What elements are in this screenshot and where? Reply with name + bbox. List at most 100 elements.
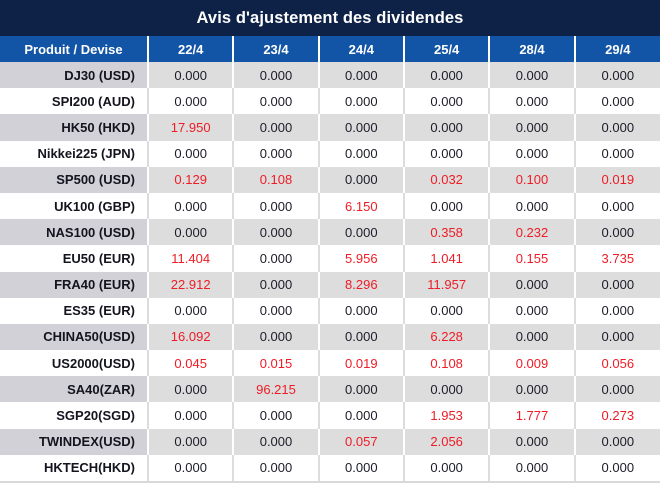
- value-cell: 16.092: [146, 323, 234, 351]
- value-cell: 6.150: [317, 192, 404, 220]
- value-cell: 0.000: [402, 192, 490, 220]
- product-cell: ES35 (EUR): [0, 297, 148, 324]
- value-cell: 2.056: [402, 428, 490, 455]
- value-cell: 0.045: [146, 350, 234, 377]
- value-cell: 8.296: [317, 271, 404, 298]
- value-cell: 0.000: [402, 140, 490, 167]
- value-cell: 0.000: [232, 140, 319, 167]
- value-cell: 0.000: [317, 62, 404, 89]
- table-header: Produit / Devise 22/4 23/4 24/4 25/4 28/…: [0, 36, 660, 62]
- value-cell: 0.019: [573, 166, 660, 193]
- value-cell: 0.000: [232, 114, 319, 141]
- product-cell: DJ30 (USD): [0, 62, 148, 89]
- table-row: NAS100 (USD) 0.000 0.000 0.000 0.358 0.232 0.0…: [0, 219, 660, 246]
- value-cell: 0.000: [146, 140, 234, 167]
- value-cell: 0.000: [488, 323, 575, 351]
- value-cell: 0.000: [146, 62, 234, 89]
- value-cell: 0.015: [232, 350, 319, 377]
- value-cell: 0.155: [488, 245, 575, 272]
- product-cell: SP500 (USD): [0, 166, 148, 193]
- table-row: HK50 (HKD) 17.950 0.000 0.000 0.000 0.000 0.00…: [0, 114, 660, 141]
- product-cell: CHINA50(USD): [0, 323, 148, 351]
- value-cell: 0.000: [232, 271, 319, 298]
- product-cell: UK100 (GBP): [0, 192, 148, 220]
- value-cell: 0.000: [573, 271, 660, 298]
- value-cell: 0.000: [573, 88, 660, 115]
- value-cell: 0.000: [232, 402, 319, 429]
- product-cell: US2000(USD): [0, 350, 148, 377]
- value-cell: 0.000: [488, 428, 575, 455]
- table-row: UK100 (GBP) 0.000 0.000 6.150 0.000 0.000 0.00…: [0, 192, 660, 220]
- value-cell: 0.000: [146, 219, 234, 246]
- value-cell: 0.032: [402, 166, 490, 193]
- value-cell: 0.000: [488, 454, 575, 481]
- product-cell: SPI200 (AUD): [0, 88, 148, 115]
- value-cell: 0.000: [402, 297, 490, 324]
- value-cell: 11.957: [402, 271, 490, 298]
- value-cell: 0.000: [232, 454, 319, 481]
- value-cell: 0.000: [232, 297, 319, 324]
- value-cell: 0.000: [232, 192, 319, 220]
- value-cell: 0.000: [488, 140, 575, 167]
- value-cell: 0.000: [146, 428, 234, 455]
- product-cell: FRA40 (EUR): [0, 271, 148, 298]
- table-row: SP500 (USD) 0.129 0.108 0.000 0.032 0.100 0.01…: [0, 166, 660, 193]
- value-cell: 11.404: [146, 245, 234, 272]
- value-cell: 0.108: [402, 350, 490, 377]
- product-cell: SA40(ZAR): [0, 376, 148, 403]
- value-cell: 0.000: [573, 323, 660, 351]
- value-cell: 17.950: [146, 114, 234, 141]
- column-header-date-1: 22/4: [146, 36, 234, 62]
- product-cell: Nikkei225 (JPN): [0, 140, 148, 167]
- value-cell: 0.000: [573, 428, 660, 455]
- value-cell: 96.215: [232, 376, 319, 403]
- value-cell: 0.000: [488, 62, 575, 89]
- product-cell: NAS100 (USD): [0, 219, 148, 246]
- value-cell: 0.000: [317, 376, 404, 403]
- value-cell: 0.000: [573, 376, 660, 403]
- value-cell: 0.000: [317, 323, 404, 351]
- value-cell: 6.228: [402, 323, 490, 351]
- value-cell: 0.009: [488, 350, 575, 377]
- dividend-table: Produit / Devise 22/4 23/4 24/4 25/4 28/…: [0, 36, 660, 481]
- value-cell: 0.000: [232, 428, 319, 455]
- table-row: DJ30 (USD) 0.000 0.000 0.000 0.000 0.000 0.000: [0, 62, 660, 89]
- table-row: FRA40 (EUR) 22.912 0.000 8.296 11.957 0.000 0.…: [0, 271, 660, 298]
- value-cell: 0.000: [146, 297, 234, 324]
- value-cell: 0.000: [317, 454, 404, 481]
- value-cell: 0.100: [488, 166, 575, 193]
- value-cell: 0.000: [573, 192, 660, 220]
- value-cell: 0.129: [146, 166, 234, 193]
- value-cell: 0.000: [232, 219, 319, 246]
- column-header-product: Produit / Devise: [0, 36, 148, 62]
- value-cell: 0.358: [402, 219, 490, 246]
- value-cell: 0.056: [573, 350, 660, 377]
- value-cell: 0.000: [232, 62, 319, 89]
- value-cell: 0.057: [317, 428, 404, 455]
- value-cell: 0.000: [573, 140, 660, 167]
- value-cell: 0.000: [402, 114, 490, 141]
- value-cell: 0.000: [488, 88, 575, 115]
- value-cell: 5.956: [317, 245, 404, 272]
- product-cell: HKTECH(HKD): [0, 454, 148, 481]
- value-cell: 0.000: [488, 192, 575, 220]
- header-row: Produit / Devise 22/4 23/4 24/4 25/4 28/…: [0, 36, 660, 62]
- value-cell: 22.912: [146, 271, 234, 298]
- value-cell: 0.000: [402, 62, 490, 89]
- value-cell: 0.000: [317, 140, 404, 167]
- table-row: SA40(ZAR) 0.000 96.215 0.000 0.000 0.000 0.000: [0, 376, 660, 403]
- table-row: CHINA50(USD) 16.092 0.000 0.000 6.228 0.000 0.…: [0, 323, 660, 351]
- value-cell: 0.000: [573, 219, 660, 246]
- value-cell: 0.000: [232, 323, 319, 351]
- value-cell: 1.041: [402, 245, 490, 272]
- table-row: TWINDEX(USD) 0.000 0.000 0.057 2.056 0.000 0.0…: [0, 428, 660, 455]
- value-cell: 0.000: [232, 88, 319, 115]
- value-cell: 0.019: [317, 350, 404, 377]
- value-cell: 0.108: [232, 166, 319, 193]
- value-cell: 0.000: [317, 402, 404, 429]
- column-header-date-4: 25/4: [402, 36, 490, 62]
- value-cell: 0.000: [402, 88, 490, 115]
- product-cell: EU50 (EUR): [0, 245, 148, 272]
- value-cell: 0.273: [573, 402, 660, 429]
